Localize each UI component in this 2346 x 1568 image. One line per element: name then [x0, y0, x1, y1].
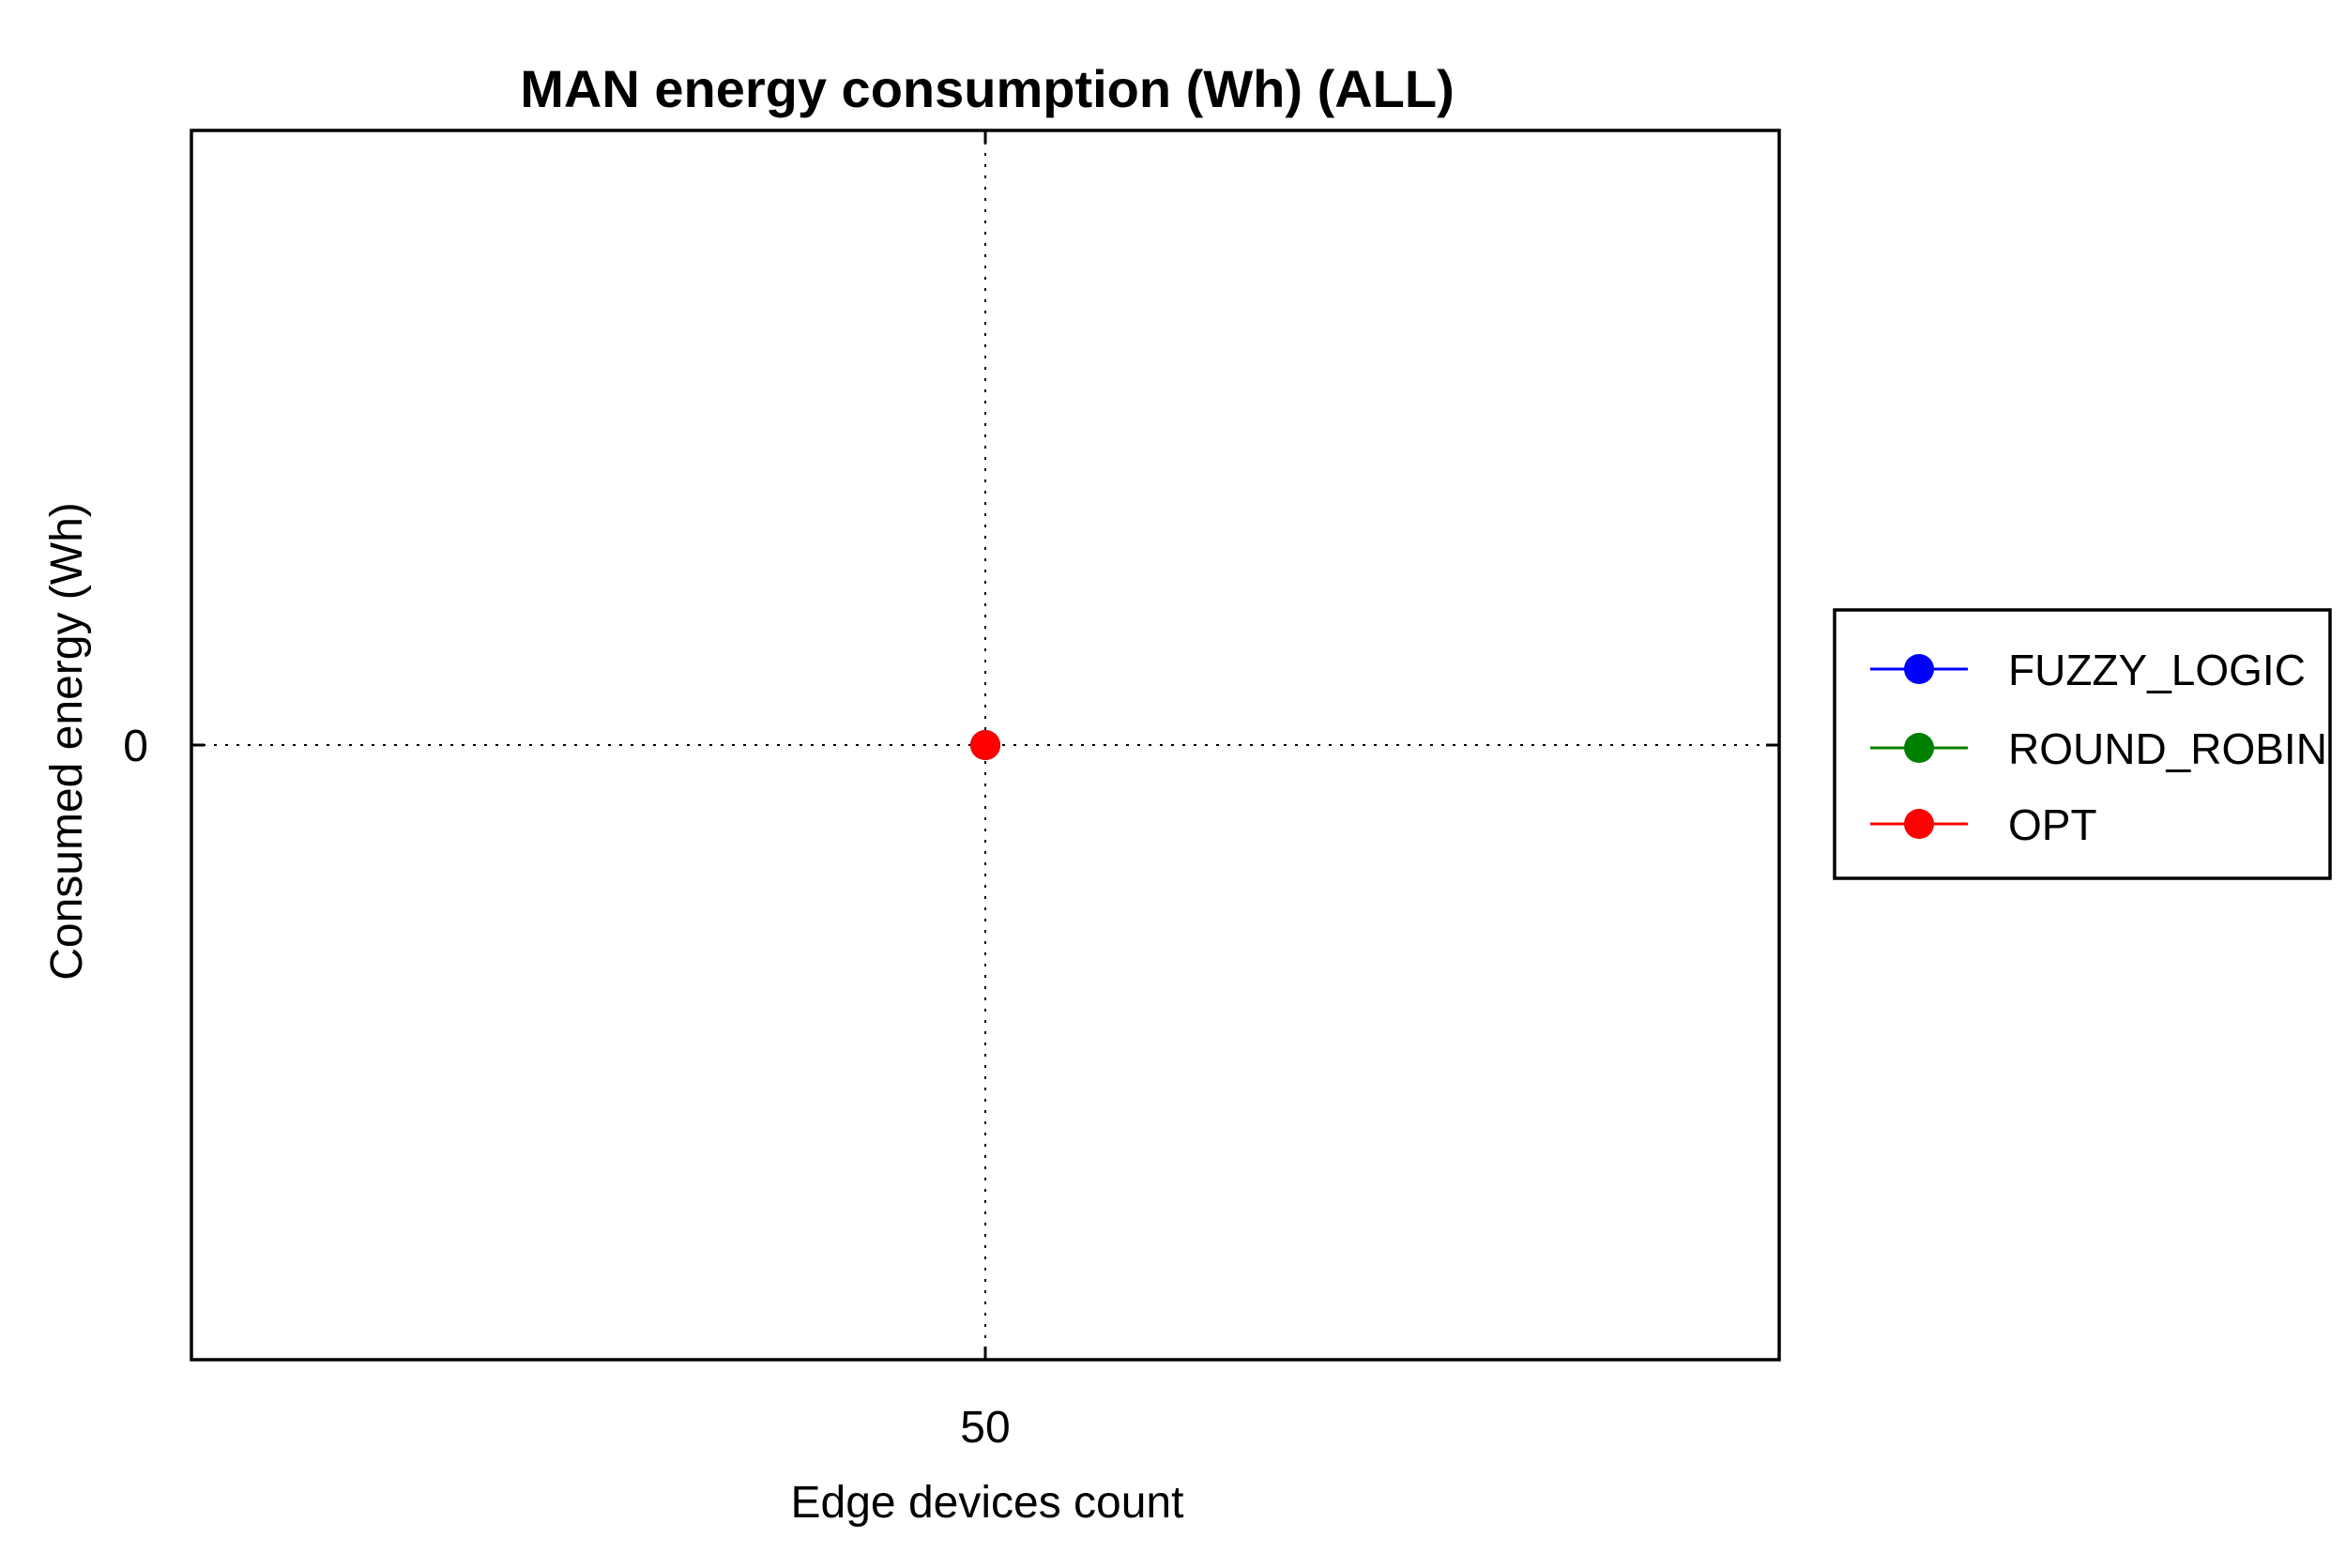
legend-marker	[1904, 733, 1934, 763]
legend-entry: FUZZY_LOGIC	[1870, 646, 2306, 694]
y-axis-label: Consumed energy (Wh)	[42, 502, 92, 981]
legend-items: FUZZY_LOGIC ROUND_ROBIN OPT	[1870, 646, 2327, 849]
grid	[191, 130, 1779, 1360]
legend-entry: ROUND_ROBIN	[1870, 724, 2327, 773]
legend-label: FUZZY_LOGIC	[2008, 646, 2306, 694]
legend-entry: OPT	[1870, 800, 2097, 849]
plot-frame	[190, 129, 1781, 1362]
x-axis-label: Edge devices count	[791, 1478, 1184, 1528]
series	[970, 730, 1000, 760]
legend-marker	[1904, 654, 1934, 684]
series-opt	[970, 730, 1000, 760]
legend-marker	[1904, 809, 1934, 839]
legend-label: ROUND_ROBIN	[2008, 724, 2327, 773]
legend: FUZZY_LOGIC ROUND_ROBIN OPT	[1833, 608, 2332, 880]
ticks: 50 0	[123, 130, 1779, 1453]
data-point	[970, 730, 1000, 760]
x-tick-label: 50	[960, 1403, 1010, 1453]
chart-title: MAN energy consumption (Wh) (ALL)	[520, 59, 1454, 118]
legend-label: OPT	[2008, 800, 2097, 849]
y-tick-label: 0	[123, 722, 148, 771]
